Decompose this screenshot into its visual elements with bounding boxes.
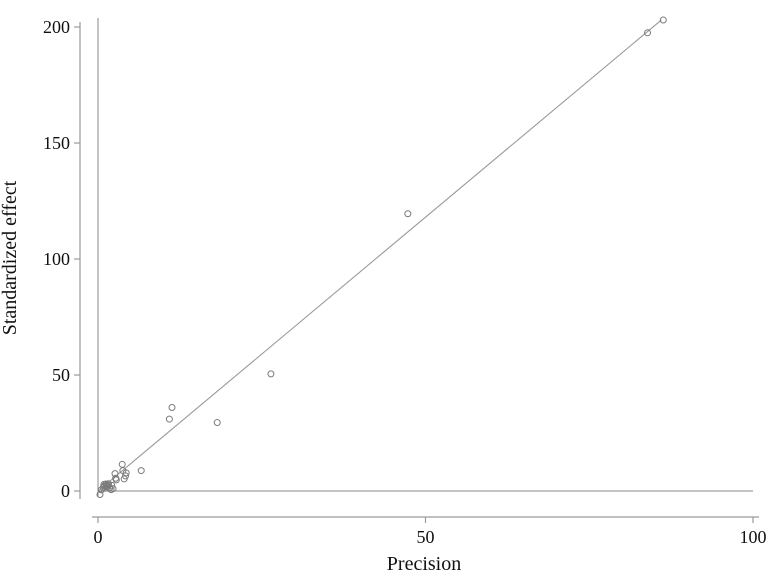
x-axis-title: Precision: [387, 553, 461, 575]
data-point: [644, 29, 652, 37]
data-point: [112, 476, 120, 484]
data-point: [213, 419, 221, 427]
data-point: [111, 470, 119, 478]
data-point: [122, 472, 130, 480]
y-tick-label: 200: [43, 17, 70, 37]
fitted-line: [97, 19, 662, 492]
data-point: [165, 415, 173, 423]
y-tick-label: 150: [43, 133, 70, 153]
x-tick-label: 0: [94, 527, 103, 547]
data-point: [659, 16, 667, 24]
data-point: [118, 460, 126, 468]
y-tick-label: 50: [52, 365, 70, 385]
x-tick-label: 50: [417, 527, 435, 547]
data-point: [106, 484, 114, 492]
data-point: [122, 469, 130, 477]
data-point: [137, 467, 145, 475]
data-point: [168, 403, 176, 411]
data-point: [267, 370, 275, 378]
data-point: [404, 210, 412, 218]
data-point: [96, 490, 104, 498]
y-axis-title: Standardized effect: [0, 180, 21, 335]
data-point: [104, 480, 112, 488]
y-tick-label: 100: [43, 249, 70, 269]
y-tick-label: 0: [61, 481, 70, 501]
data-point: [109, 485, 117, 493]
plot-area: 0 50 100 150 200 0 50 100: [43, 16, 767, 547]
data-point: [108, 481, 116, 489]
x-tick-label: 100: [740, 527, 767, 547]
